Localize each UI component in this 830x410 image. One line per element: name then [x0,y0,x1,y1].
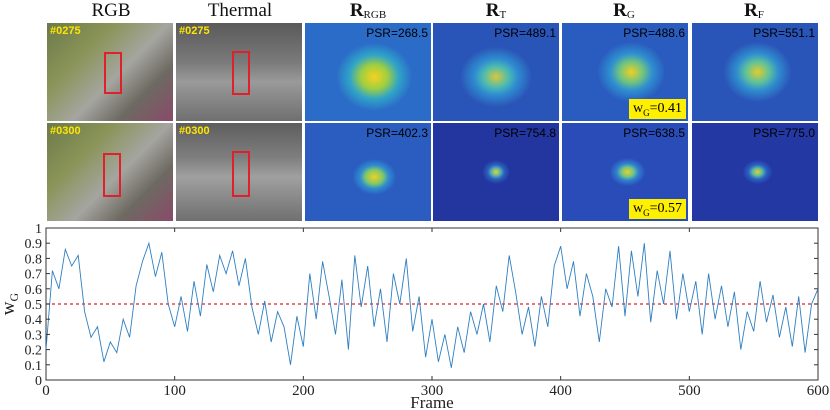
psr-value: PSR=489.1 [494,26,556,40]
y-tick-label: 0.3 [25,328,43,343]
header-r-t: RT [485,0,507,21]
x-axis-label: Frame [410,393,453,410]
response-map-thermal: PSR=754.8 [433,123,559,221]
x-tick-label: 600 [807,383,830,399]
frame-number-label: #0300 [179,125,210,137]
y-axis-label: wG [0,292,21,315]
thermal-frame-image: #0300 [176,123,302,221]
response-map-fused: PSR=551.1 [692,23,818,121]
y-tick-label: 0.7 [25,268,43,283]
y-tick-label: 0 [35,374,42,389]
target-box [232,151,250,197]
header-thermal: Thermal [207,0,273,21]
x-tick-label: 200 [292,383,315,399]
weight-line-chart: 0 100 200 300 400 500 60000.10.20.30.40.50.60.… [0,222,830,410]
psr-value: PSR=402.3 [366,126,428,140]
response-map-thermal: PSR=489.1 [433,23,559,121]
y-tick-label: 1 [35,222,42,237]
header-r-rgb: RRGB [349,0,387,21]
response-map-fused: PSR=775.0 [692,123,818,221]
thermal-frame-image: #0275 [176,23,302,121]
target-box [103,153,121,197]
target-box [104,52,122,94]
response-map-gated: PSR=488.6 wG=0.41 [562,23,688,121]
x-tick-label: 100 [163,383,186,399]
x-tick-label: 0 [42,383,50,399]
x-tick-label: 300 [421,383,444,399]
rgb-frame-image: #0275 [47,23,173,121]
rgb-frame-image: #0300 [47,123,173,221]
x-tick-label: 500 [678,383,701,399]
frame-number-label: #0275 [179,25,210,37]
psr-value: PSR=268.5 [366,26,428,40]
response-map-gated: PSR=638.5 wG=0.57 [562,123,688,221]
frame-number-label: #0300 [50,125,81,137]
psr-value: PSR=775.0 [753,126,815,140]
weight-badge: wG=0.57 [628,199,686,219]
y-tick-label: 0.4 [25,313,43,328]
y-tick-label: 0.2 [25,344,43,359]
header-r-g: RG [613,0,635,21]
y-tick-label: 0.9 [25,237,43,252]
y-tick-label: 0.5 [25,298,43,313]
psr-value: PSR=488.6 [623,26,685,40]
frame-number-label: #0275 [50,25,81,37]
psr-value: PSR=551.1 [753,26,815,40]
weight-badge: wG=0.41 [628,99,686,119]
x-tick-label: 400 [549,383,572,399]
target-box [232,51,250,95]
header-r-f: RF [744,0,764,21]
series-line-wg [45,241,819,368]
psr-value: PSR=754.8 [494,126,556,140]
y-tick-label: 0.6 [25,283,43,298]
y-tick-label: 0.1 [25,359,43,374]
response-map-rgb: PSR=268.5 [305,23,431,121]
psr-value: PSR=638.5 [623,126,685,140]
y-tick-label: 0.8 [25,252,43,267]
response-map-rgb: PSR=402.3 [305,123,431,221]
header-rgb: RGB [91,0,131,21]
